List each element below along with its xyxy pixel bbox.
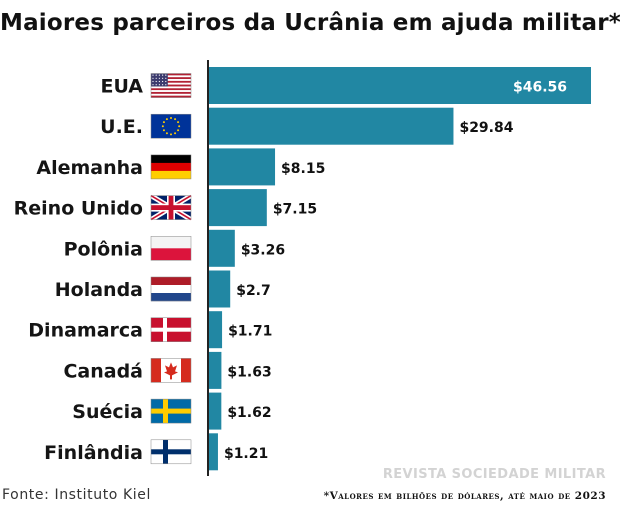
netherlands-flag-icon xyxy=(150,276,192,302)
bar-3 xyxy=(208,189,267,227)
sweden-flag-icon xyxy=(150,398,192,424)
value-label-1: $29.84 xyxy=(459,120,513,136)
bar-5 xyxy=(208,270,231,308)
category-label-9: Finlândia xyxy=(44,442,143,464)
category-label-8: Suécia xyxy=(72,401,143,423)
germany-flag-icon xyxy=(150,154,192,180)
value-label-0: $46.56 xyxy=(513,80,567,96)
value-label-7: $1.63 xyxy=(227,364,271,380)
value-label-9: $1.21 xyxy=(224,446,268,462)
watermark: REVISTA SOCIEDADE MILITAR xyxy=(382,467,606,482)
bar-9 xyxy=(208,433,218,471)
category-label-0: EUA xyxy=(100,76,143,98)
value-label-4: $3.26 xyxy=(241,242,285,258)
poland-flag-icon xyxy=(150,236,192,261)
category-label-4: Polônia xyxy=(64,238,143,260)
footnote: *Valores em bilhões de dólares, até maio… xyxy=(323,490,606,502)
value-label-8: $1.62 xyxy=(227,405,271,421)
category-label-6: Dinamarca xyxy=(28,320,143,342)
source-note: Fonte: Instituto Kiel xyxy=(2,487,151,503)
chart-title: Maiores parceiros da Ucrânia em ajuda mi… xyxy=(0,10,620,36)
bar-4 xyxy=(208,229,235,267)
denmark-flag-icon xyxy=(150,317,192,342)
usa-flag-icon xyxy=(150,73,192,98)
canada-flag-icon xyxy=(150,358,192,383)
category-label-7: Canadá xyxy=(63,360,143,382)
value-label-6: $1.71 xyxy=(228,324,272,340)
category-label-2: Alemanha xyxy=(36,157,143,179)
bar-8 xyxy=(208,392,222,430)
finland-flag-icon xyxy=(150,439,192,465)
value-label-5: $2.7 xyxy=(236,283,271,299)
category-label-3: Reino Unido xyxy=(14,198,143,220)
value-label-2: $8.15 xyxy=(281,161,325,177)
category-label-5: Holanda xyxy=(55,279,143,301)
category-label-1: U.E. xyxy=(100,116,143,138)
bar-7 xyxy=(208,351,222,389)
bar-2 xyxy=(208,148,276,186)
bar-6 xyxy=(208,311,223,349)
bar-1 xyxy=(208,107,454,145)
bar-0 xyxy=(208,67,591,104)
eu-flag-icon xyxy=(150,113,192,139)
value-label-3: $7.15 xyxy=(273,202,317,218)
uk-flag-icon xyxy=(149,193,193,222)
